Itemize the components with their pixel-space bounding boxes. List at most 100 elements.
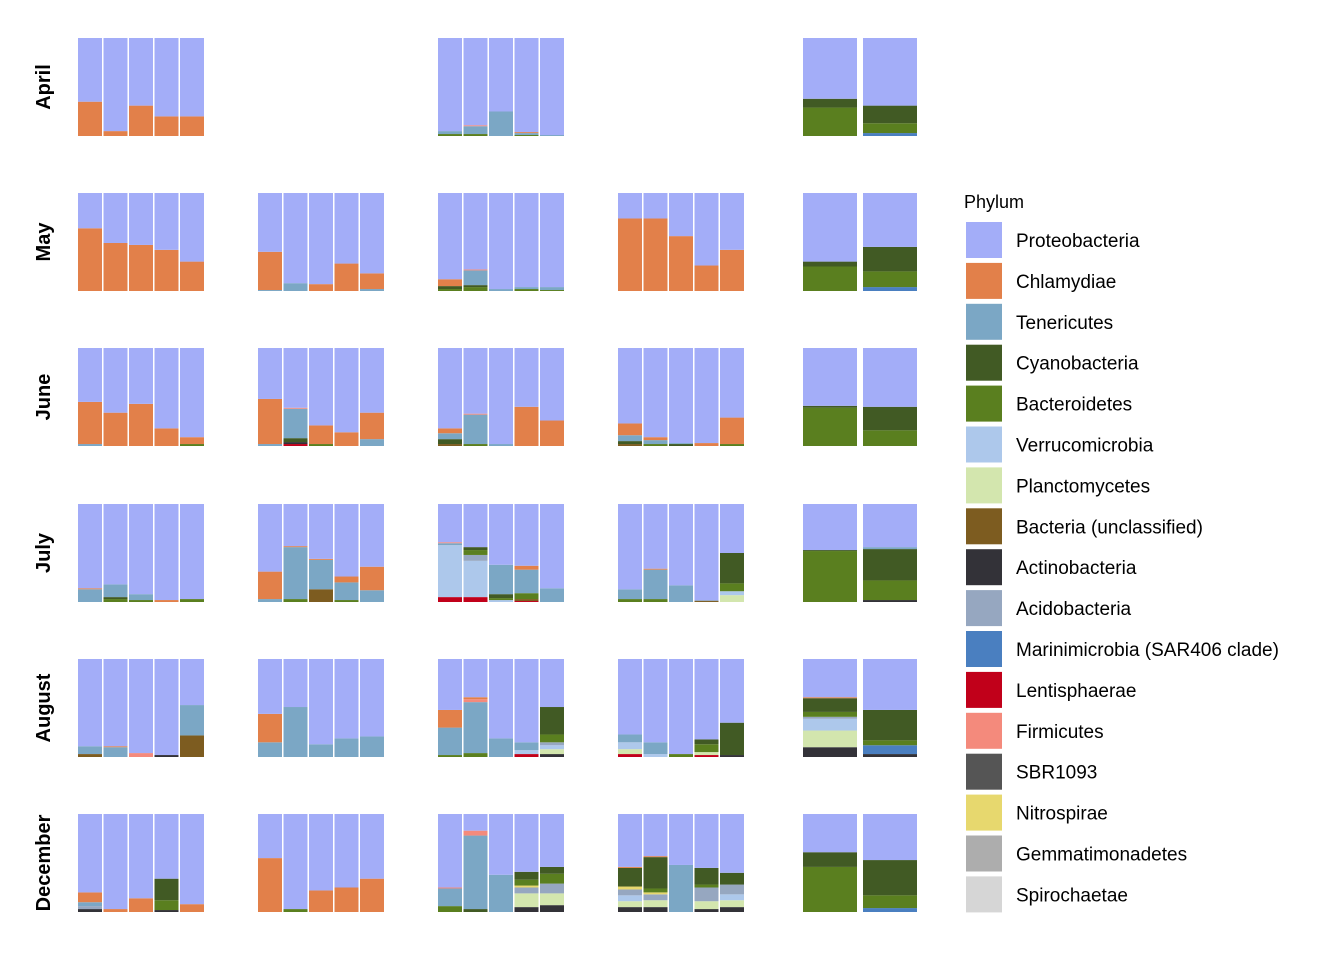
bar-segment-cyanobacteria — [803, 98, 857, 108]
bar-segment-bacteroidetes — [283, 909, 308, 912]
facet-panel — [803, 504, 917, 602]
bar-segment-planctomycetes — [720, 595, 744, 602]
bar-segment-tenericutes — [463, 414, 488, 445]
bar-segment-proteobacteria — [803, 814, 857, 853]
legend-label: Gemmatimonadetes — [1016, 845, 1187, 866]
bar — [720, 659, 744, 757]
bar — [803, 38, 857, 136]
bar-segment-proteobacteria — [720, 814, 744, 873]
bar-segment-chlamydiae — [334, 432, 359, 446]
bar — [334, 504, 359, 602]
legend-item: Chlamydiae — [966, 262, 1116, 299]
bar-segment-proteobacteria — [618, 814, 642, 867]
bar-segment-proteobacteria — [694, 193, 719, 266]
legend-label: Lentisphaerae — [1016, 681, 1136, 702]
bar-segment-proteobacteria — [334, 659, 359, 739]
bar-segment-cyanobacteria — [643, 857, 668, 889]
bar-segment-chlamydiae — [643, 568, 668, 570]
bar — [463, 659, 488, 757]
bar — [129, 348, 153, 446]
bar-segment-nitrospirae — [514, 885, 539, 888]
bar-segment-bacteria-unclassified — [618, 444, 642, 446]
bar-segment-proteobacteria — [103, 38, 128, 132]
bar — [334, 193, 359, 291]
bar-segment-planctomycetes — [643, 900, 668, 908]
bar-segment-proteobacteria — [283, 659, 308, 708]
facet-panel — [618, 814, 744, 912]
bar-segment-lentisphaerae — [463, 597, 488, 602]
bar-segment-bacteroidetes — [863, 123, 917, 134]
bar-segment-bacteria-unclassified — [514, 599, 539, 602]
bar-segment-verrucomicrobia — [489, 600, 513, 602]
legend-label: Acidobacteria — [1016, 599, 1132, 620]
bar-segment-proteobacteria — [129, 814, 153, 899]
bar-segment-marinimicrobia-sar406-clade — [863, 287, 917, 291]
row-label: April — [33, 64, 55, 110]
bar — [618, 814, 642, 912]
bar-segment-proteobacteria — [438, 814, 462, 888]
bar-segment-lentisphaerae — [438, 597, 462, 602]
legend-item: Firmicutes — [966, 712, 1104, 749]
bar-segment-chlamydiae — [360, 273, 384, 290]
legend-swatch — [966, 549, 1002, 586]
row-label: December — [33, 814, 55, 911]
bar-segment-proteobacteria — [618, 193, 642, 219]
bar-segment-chlamydiae — [438, 428, 462, 434]
bar-segment-cyanobacteria — [103, 597, 128, 600]
bar-segment-proteobacteria — [669, 814, 693, 865]
bar — [103, 193, 128, 291]
bar-segment-verrucomicrobia — [438, 545, 462, 598]
bar-segment-chlamydiae — [78, 101, 102, 136]
bar — [694, 814, 719, 912]
bar-segment-chlamydiae — [514, 565, 539, 570]
bar-segment-lentisphaerae — [694, 755, 719, 757]
bar — [618, 659, 642, 757]
bar-segment-chlamydiae — [78, 892, 102, 903]
facet-grid: April May June July August December — [33, 38, 917, 912]
bar — [720, 348, 744, 446]
legend-swatch — [966, 508, 1002, 545]
bar-segment-bacteroidetes — [540, 873, 564, 884]
bar-segment-bacteroidetes — [514, 289, 539, 291]
bar — [694, 193, 719, 291]
bar-segment-tenericutes — [463, 126, 488, 135]
bar-segment-proteobacteria — [720, 659, 744, 723]
bar-segment-proteobacteria — [540, 659, 564, 708]
bar — [863, 38, 917, 136]
bar — [863, 193, 917, 291]
row-label: July — [33, 532, 55, 573]
bar-segment-proteobacteria — [309, 504, 333, 559]
bar-segment-lentisphaerae — [283, 444, 308, 446]
bar-segment-proteobacteria — [540, 38, 564, 136]
bar — [78, 659, 102, 757]
legend-swatch — [966, 876, 1002, 913]
bar-segment-proteobacteria — [78, 348, 102, 402]
bar-segment-tenericutes — [463, 702, 488, 754]
bar-segment-chlamydiae — [258, 713, 282, 743]
bar — [283, 193, 308, 291]
bar-segment-bacteroidetes — [618, 599, 642, 602]
bar-segment-proteobacteria — [803, 348, 857, 406]
bar-segment-verrucomicrobia — [720, 894, 744, 901]
bar-segment-proteobacteria — [803, 659, 857, 698]
bar-segment-marinimicrobia-sar406-clade — [863, 908, 917, 912]
bar-segment-bacteroidetes — [720, 444, 744, 446]
bar — [540, 504, 564, 602]
bar-segment-chlamydiae — [669, 236, 693, 291]
bar-segment-bacteria-unclassified — [78, 754, 102, 757]
bar-segment-tenericutes — [334, 582, 359, 601]
legend-item: Verrucomicrobia — [966, 426, 1154, 463]
bar — [463, 38, 488, 136]
legend: Phylum Proteobacteria Chlamydiae Tenericut… — [964, 192, 1279, 913]
bar — [489, 193, 513, 291]
legend-swatch — [966, 631, 1002, 667]
bar-segment-cyanobacteria — [618, 867, 642, 887]
legend-label: Bacteria (unclassified) — [1016, 517, 1203, 538]
bar-segment-cyanobacteria — [803, 261, 857, 267]
bar-segment-firmicutes — [463, 830, 488, 836]
bar-segment-chlamydiae — [514, 406, 539, 446]
bar — [180, 38, 204, 136]
bar-segment-tenericutes — [540, 287, 564, 291]
bar — [78, 504, 102, 602]
bar-segment-proteobacteria — [129, 193, 153, 245]
